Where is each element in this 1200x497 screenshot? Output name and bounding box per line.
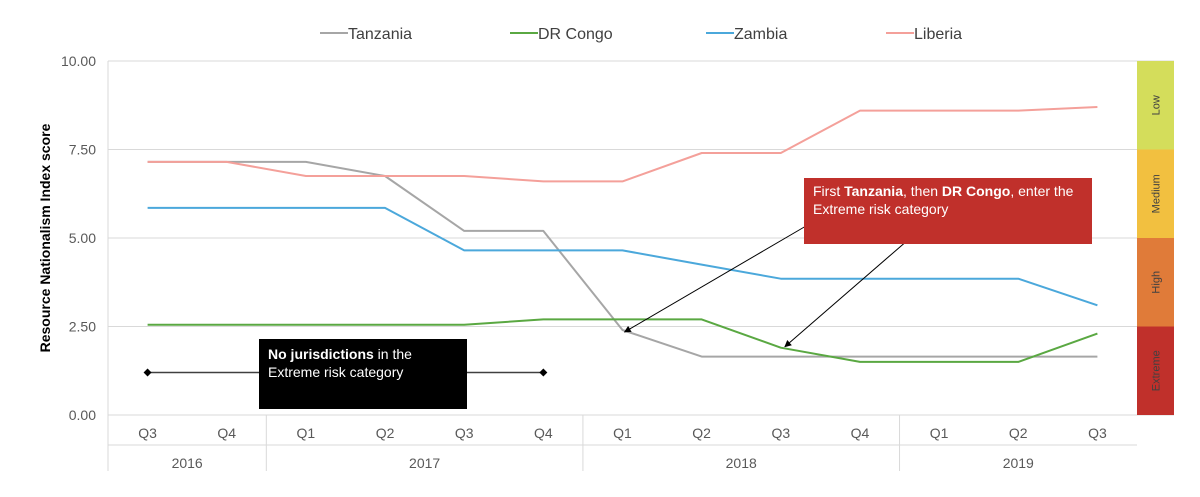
x-tick-label: Q2 [692,425,711,441]
risk-band-label: High [1151,271,1163,294]
x-tick-label: Q4 [217,425,236,441]
y-axis-label: Resource Nationalism Index score [37,123,53,352]
x-tick-label: Q4 [534,425,553,441]
y-tick-label: 7.50 [69,142,96,158]
annotation-tanzania: Tanzania [844,183,903,199]
annotation-no-jurisdictions: No jurisdictions in the Extreme risk cat… [259,339,467,409]
y-tick-label: 2.50 [69,319,96,335]
risk-bands: Extreme High Medium Low [1137,61,1174,415]
annotation-bold: No jurisdictions [268,346,374,362]
series-line-zambia [147,206,1098,307]
risk-band-extreme [1137,326,1174,415]
annotation-text-pre: First [813,183,845,199]
annotation-arrows [623,225,909,348]
x-tick-label: Q3 [455,425,474,441]
legend-label: Tanzania [348,26,412,43]
legend: Tanzania DR Congo Zambia Liberia [320,26,962,43]
x-tick-label: Q2 [376,425,395,441]
year-label: 2017 [409,455,440,471]
year-label: 2016 [172,455,203,471]
x-axis: Q3 Q4 Q1 Q2 Q3 Q4 Q1 Q2 Q3 Q4 Q1 Q2 Q3 2016 2017 2018 20… [108,415,1137,471]
x-tick-label: Q1 [613,425,632,441]
legend-label: Liberia [914,26,962,43]
annotation-extreme-entry: First Tanzania, then DR Congo, enter the… [804,178,1092,244]
legend-label: Zambia [734,26,787,43]
year-label: 2019 [1003,455,1034,471]
series-line-liberia [147,106,1098,183]
x-tick-label: Q3 [1088,425,1107,441]
diamond-marker [143,368,152,377]
risk-band-label: Low [1151,95,1163,115]
x-tick-label: Q1 [930,425,949,441]
risk-band-high [1137,238,1174,327]
series-line-tanzania [147,160,1098,358]
series-lines [147,106,1098,363]
annotation-text-post: , enter the Extreme risk category [813,183,1074,217]
year-label: 2018 [726,455,757,471]
series-line-dr-congo [147,318,1098,363]
arrow-to-tanzania [623,225,807,333]
y-tick-label: 5.00 [69,230,96,246]
arrow-to-drcongo [784,239,909,348]
risk-band-label: Extreme [1151,350,1163,391]
risk-band-low [1137,61,1174,150]
annotation-text: in the Extreme risk category [268,346,412,380]
x-tick-label: Q2 [1009,425,1028,441]
x-tick-label: Q1 [297,425,316,441]
annotation-text-mid: , then [902,183,942,199]
legend-label: DR Congo [538,26,613,43]
y-axis-ticks: 0.00 2.50 5.00 7.50 10.00 [61,53,96,423]
risk-band-label: Medium [1151,174,1163,213]
y-tick-label: 0.00 [69,407,96,423]
x-tick-label: Q3 [771,425,790,441]
annotation-drcongo: DR Congo [941,183,1011,199]
diamond-marker [539,368,548,377]
x-tick-label: Q4 [851,425,870,441]
y-tick-label: 10.00 [61,53,96,69]
risk-band-medium [1137,149,1174,238]
grid [107,60,1174,471]
x-tick-label: Q3 [138,425,157,441]
